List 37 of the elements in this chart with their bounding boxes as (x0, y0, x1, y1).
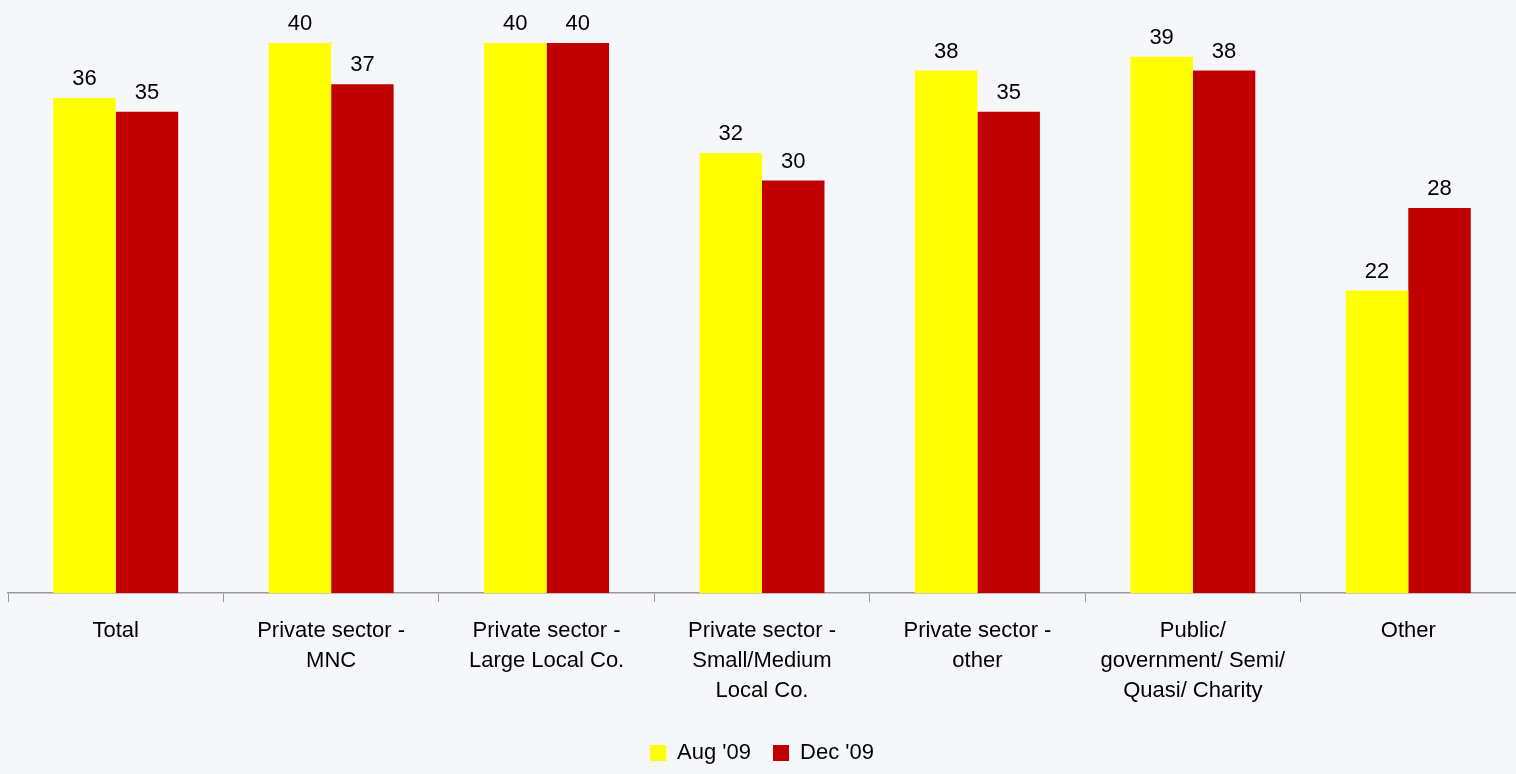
data-label: 32 (718, 120, 744, 146)
bar (1130, 56, 1193, 594)
data-label: 39 (1149, 23, 1174, 49)
data-label: 37 (350, 51, 375, 77)
data-label: 30 (780, 147, 806, 173)
data-label: 40 (287, 10, 313, 36)
data-label: 35 (996, 78, 1021, 104)
data-label: 28 (1427, 175, 1452, 201)
data-label: 40 (503, 10, 528, 36)
bar (53, 98, 116, 594)
bar (1345, 290, 1409, 594)
data-label: 38 (1211, 37, 1237, 63)
bar (914, 70, 978, 594)
bar (1192, 70, 1256, 594)
x-tick-label: Private sector - Large Local Co. (468, 617, 625, 673)
bar (546, 43, 610, 594)
x-tick-label: Private sector - Small/Medium Local Co. (688, 617, 836, 703)
x-tick-label: Private sector - MNC (257, 617, 406, 673)
data-label: 22 (1364, 257, 1390, 283)
data-label: 38 (933, 37, 959, 63)
data-label: 40 (565, 10, 591, 36)
data-label: 35 (134, 78, 160, 104)
data-label: 36 (72, 65, 97, 91)
x-tick-label: Other (1380, 617, 1436, 643)
bar (268, 43, 332, 594)
bar (115, 111, 179, 594)
bar (331, 84, 394, 594)
bar (1408, 208, 1471, 594)
bar (484, 43, 547, 594)
bar (977, 111, 1040, 594)
legend-label: Aug '09 (677, 739, 752, 765)
bar (699, 153, 762, 594)
legend-label: Dec '09 (800, 739, 874, 765)
bar (762, 180, 825, 594)
x-tick-label: Public/ government/ Semi/ Quasi/ Charity (1100, 617, 1287, 703)
x-tick-label: Total (92, 617, 139, 643)
x-tick-label: Private sector - other (903, 617, 1052, 673)
